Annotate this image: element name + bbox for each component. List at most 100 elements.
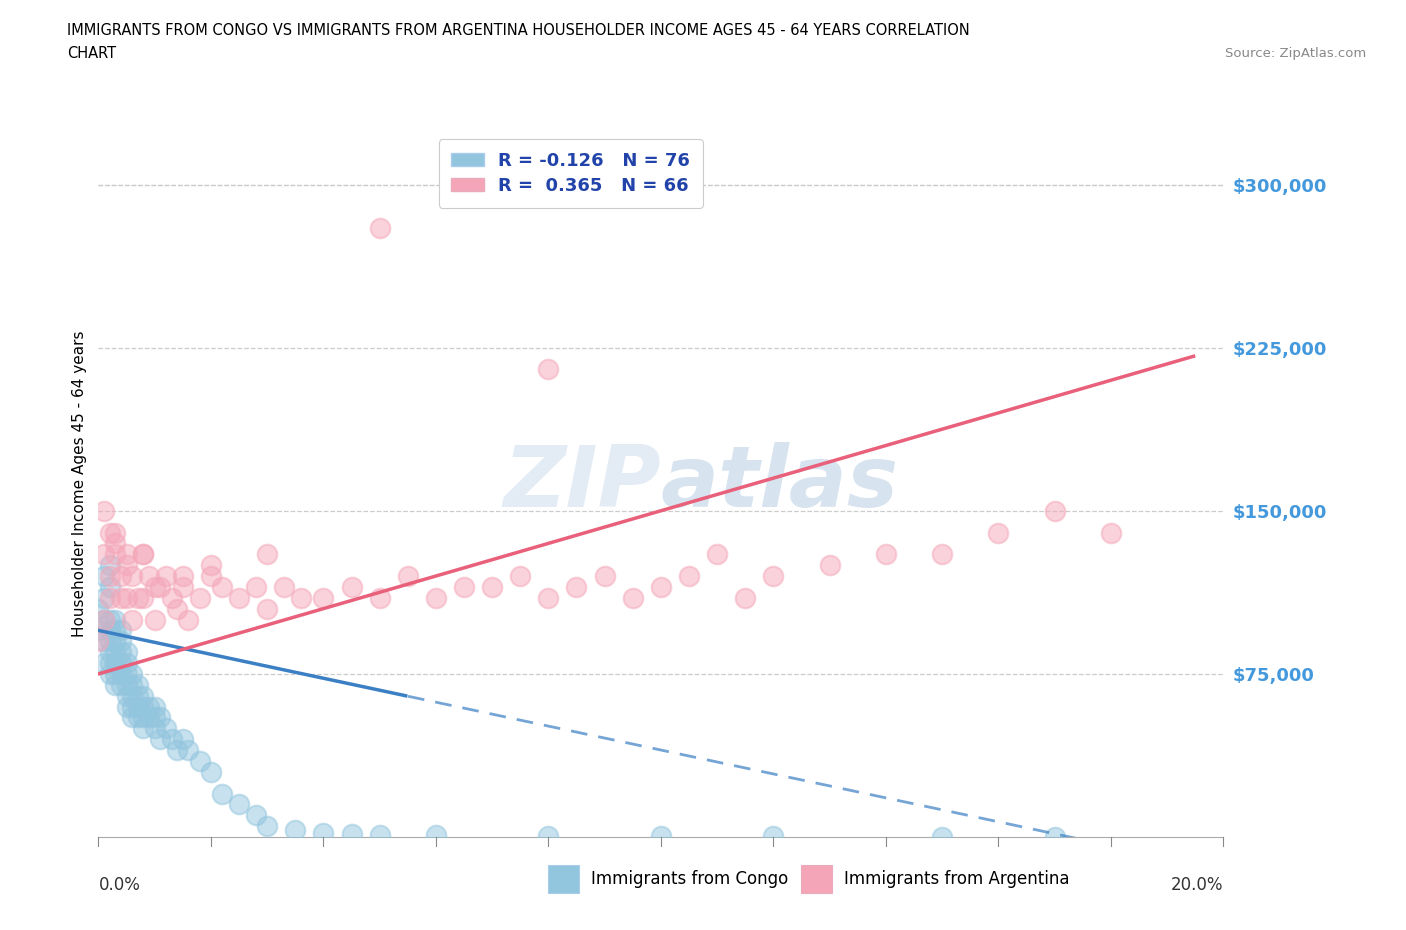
Point xyxy=(93,591,115,605)
Point xyxy=(931,547,953,562)
Point xyxy=(110,644,132,659)
Point xyxy=(650,829,672,844)
Point xyxy=(621,591,644,605)
Point xyxy=(425,828,447,843)
Point xyxy=(98,579,121,594)
Point xyxy=(396,568,419,583)
Point xyxy=(593,568,616,583)
Point xyxy=(93,612,115,627)
Point xyxy=(121,667,143,682)
Point xyxy=(166,601,188,616)
Point xyxy=(110,667,132,682)
Point xyxy=(149,579,172,594)
Point xyxy=(166,742,188,757)
Text: Immigrants from Congo: Immigrants from Congo xyxy=(591,870,787,888)
Point xyxy=(93,547,115,562)
Point xyxy=(127,710,149,724)
Point xyxy=(93,503,115,518)
Bar xyxy=(801,865,832,893)
Text: CHART: CHART xyxy=(67,46,117,61)
Point xyxy=(245,579,267,594)
Point xyxy=(734,591,756,605)
Point xyxy=(98,656,121,671)
Point xyxy=(110,568,132,583)
Point xyxy=(127,688,149,703)
Point xyxy=(104,623,127,638)
Point xyxy=(93,568,115,583)
Point xyxy=(104,656,127,671)
Point xyxy=(127,677,149,692)
Text: Source: ZipAtlas.com: Source: ZipAtlas.com xyxy=(1226,46,1367,60)
Point xyxy=(87,634,110,649)
Point xyxy=(177,742,200,757)
Point xyxy=(104,612,127,627)
Point xyxy=(115,547,138,562)
Point xyxy=(98,525,121,540)
Point xyxy=(650,579,672,594)
Point xyxy=(312,591,335,605)
Point xyxy=(138,568,160,583)
Point xyxy=(98,634,121,649)
Point xyxy=(284,823,307,838)
Point xyxy=(155,568,177,583)
Point xyxy=(132,710,155,724)
Point xyxy=(115,591,138,605)
Point xyxy=(110,623,132,638)
Point xyxy=(1043,830,1066,844)
Legend: R = -0.126   N = 76, R =  0.365   N = 66: R = -0.126 N = 76, R = 0.365 N = 66 xyxy=(439,140,703,207)
Point xyxy=(132,721,155,736)
Point xyxy=(340,579,363,594)
Point xyxy=(121,568,143,583)
Point xyxy=(762,829,785,844)
Point xyxy=(565,579,588,594)
Point xyxy=(537,829,560,844)
Point xyxy=(98,623,121,638)
Point xyxy=(256,601,278,616)
Point xyxy=(115,677,138,692)
Point xyxy=(110,677,132,692)
Point xyxy=(115,644,138,659)
Point xyxy=(143,710,166,724)
Point xyxy=(706,547,728,562)
Point xyxy=(143,612,166,627)
Point xyxy=(104,656,127,671)
Point xyxy=(509,568,531,583)
Point xyxy=(256,547,278,562)
Point xyxy=(104,536,127,551)
Point xyxy=(87,601,110,616)
Point xyxy=(678,568,700,583)
Point xyxy=(1043,503,1066,518)
Point xyxy=(132,547,155,562)
Point xyxy=(110,656,132,671)
Point xyxy=(132,591,155,605)
Point xyxy=(121,612,143,627)
Text: Immigrants from Argentina: Immigrants from Argentina xyxy=(844,870,1069,888)
Point xyxy=(121,699,143,714)
Point xyxy=(228,591,250,605)
Point xyxy=(104,525,127,540)
Point xyxy=(127,699,149,714)
Point xyxy=(98,568,121,583)
Point xyxy=(93,656,115,671)
Point xyxy=(256,818,278,833)
Point xyxy=(228,797,250,812)
Point xyxy=(425,591,447,605)
Point xyxy=(93,634,115,649)
Point xyxy=(340,826,363,841)
Point xyxy=(98,612,121,627)
Point xyxy=(200,568,222,583)
Point xyxy=(200,558,222,573)
Point xyxy=(143,579,166,594)
Bar xyxy=(548,865,579,893)
Point xyxy=(93,612,115,627)
Point xyxy=(104,667,127,682)
Point xyxy=(172,732,194,747)
Point xyxy=(273,579,295,594)
Point xyxy=(453,579,475,594)
Point xyxy=(312,825,335,840)
Point xyxy=(987,525,1010,540)
Point xyxy=(149,732,172,747)
Point xyxy=(132,547,155,562)
Point xyxy=(138,710,160,724)
Point xyxy=(368,591,391,605)
